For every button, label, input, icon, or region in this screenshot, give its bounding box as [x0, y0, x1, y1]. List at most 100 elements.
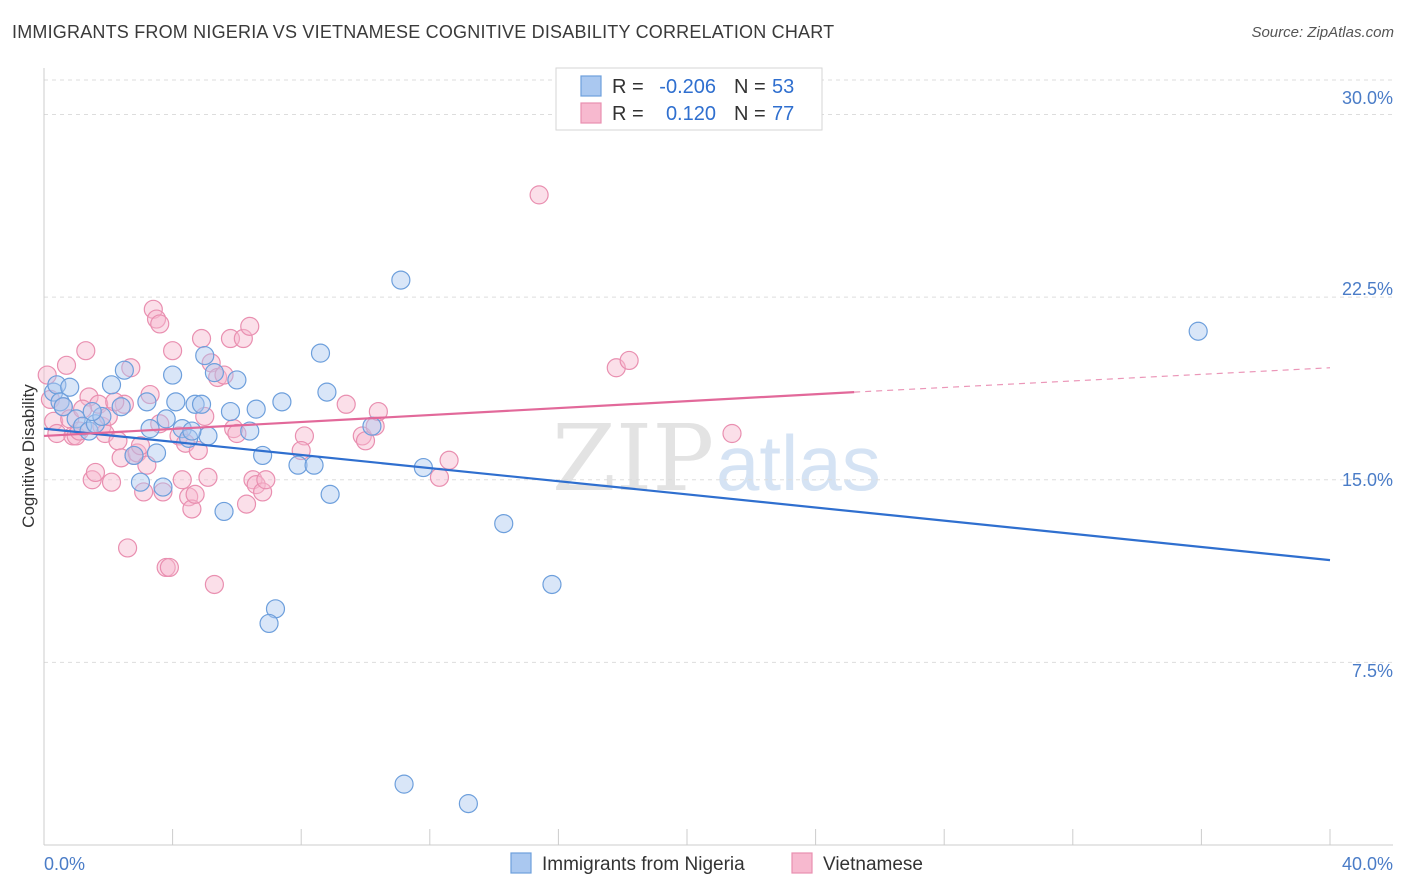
x-tick-label-40: 40.0%: [1342, 854, 1393, 874]
vietnamese-point-38: [172, 470, 192, 490]
nigeria-point-27: [204, 363, 224, 383]
vietnamese-trend-extension: [854, 367, 1331, 393]
y-axis-label: Cognitive Disability: [19, 384, 38, 528]
vietnamese-point-61: [294, 426, 315, 446]
nigeria-point-44: [494, 513, 514, 534]
legend-nigeria-swatch: [510, 852, 532, 874]
vietnamese-point-70: [529, 185, 549, 205]
vietnamese-point-46: [198, 467, 218, 487]
stats-pink-n-value: 77: [772, 103, 794, 125]
nigeria-point-5: [66, 409, 86, 429]
nigeria-point-23: [185, 394, 205, 414]
x-tick-label-0: 0.0%: [44, 854, 85, 874]
stats-pink-r-label: R =: [612, 103, 644, 125]
vietnamese-point-33: [153, 482, 173, 502]
vietnamese-point-63: [336, 394, 356, 414]
nigeria-point-4: [60, 377, 80, 397]
vietnamese-point-22: [117, 538, 138, 558]
nigeria-point-42: [391, 270, 411, 290]
vietnamese-point-36: [163, 341, 183, 361]
nigeria-point-20: [166, 392, 186, 412]
stats-box: R = -0.206 N = 53 R = 0.120 N = 77: [555, 67, 823, 131]
nigeria-point-41: [362, 416, 382, 436]
vietnamese-point-32: [150, 314, 170, 334]
vietnamese-point-58: [246, 475, 266, 495]
nigeria-point-13: [130, 472, 151, 492]
nigeria-point-35: [272, 392, 292, 412]
vietnamese-point-56: [240, 316, 260, 336]
nigeria-point-52: [182, 421, 202, 441]
vietnamese-point-5: [56, 355, 77, 375]
nigeria-point-18: [156, 409, 176, 429]
nigeria-point-30: [227, 370, 247, 390]
nigeria-point-26: [198, 426, 218, 446]
nigeria-point-40: [320, 484, 340, 504]
vietnamese-point-69: [439, 450, 459, 470]
nigeria-trend-line: [43, 427, 1331, 562]
stats-blue-r-label: R =: [612, 76, 644, 98]
vietnamese-point-59: [253, 482, 273, 502]
nigeria-point-39: [317, 382, 337, 402]
watermark-zip: ZIP: [552, 405, 714, 512]
vietnamese-point-41: [182, 499, 202, 519]
vietnamese-point-18: [101, 472, 122, 492]
vietnamese-point-68: [429, 467, 450, 487]
y-tick-label-15: 15.0%: [1342, 470, 1393, 490]
vietnamese-trend-line: [43, 391, 855, 438]
nigeria-point-3: [53, 397, 73, 417]
nigeria-point-11: [114, 360, 134, 380]
nigeria-point-50: [82, 401, 102, 422]
vietnamese-point-3: [47, 423, 67, 444]
vietnamese-point-60: [256, 470, 276, 490]
nigeria-point-47: [394, 774, 414, 794]
source-credit: Source: ZipAtlas.com: [1251, 24, 1394, 41]
nigeria-point-32: [246, 399, 266, 419]
watermark-atlas: atlas: [716, 419, 881, 507]
vietnamese-point-0: [37, 365, 57, 385]
x-ticks: [172, 829, 1331, 845]
nigeria-point-15: [140, 419, 160, 439]
nigeria-point-19: [163, 365, 183, 385]
legend: Immigrants from Nigeria Vietnamese: [510, 852, 923, 875]
stats-pink-r-value: 0.120: [666, 103, 716, 125]
stats-pink-swatch: [580, 102, 602, 124]
legend-nigeria-label: Immigrants from Nigeria: [542, 854, 745, 875]
nigeria-point-51: [111, 397, 131, 417]
y-tick-label-30: 30.0%: [1342, 88, 1393, 108]
vietnamese-point-11: [79, 387, 99, 407]
vietnamese-point-13: [85, 462, 106, 483]
gridlines: [44, 79, 1393, 663]
vietnamese-point-72: [619, 350, 639, 371]
watermark: ZIP atlas: [552, 405, 881, 512]
vietnamese-point-48: [204, 574, 224, 595]
stats-blue-n-value: 53: [772, 76, 794, 98]
nigeria-point-29: [220, 401, 241, 422]
nigeria-point-36: [288, 455, 308, 475]
nigeria-point-45: [542, 574, 562, 595]
nigeria-point-16: [146, 443, 167, 463]
legend-vietnamese-label: Vietnamese: [823, 854, 923, 875]
y-tick-label-7-5: 7.5%: [1352, 661, 1393, 681]
nigeria-point-28: [214, 501, 234, 522]
nigeria-point-12: [124, 445, 144, 466]
nigeria-point-31: [240, 421, 260, 441]
vietnamese-point-35: [159, 557, 179, 578]
nigeria-point-46: [259, 613, 279, 634]
vietnamese-point-26: [130, 436, 151, 456]
stats-pink-n-label: N =: [734, 103, 766, 125]
vietnamese-point-10: [76, 341, 96, 361]
nigeria-point-49: [1188, 321, 1208, 341]
vietnamese-point-44: [191, 328, 212, 349]
stats-blue-swatch: [580, 75, 602, 97]
vietnamese-point-73: [722, 423, 742, 444]
vietnamese-point-42: [185, 484, 205, 504]
stats-blue-r-value: -0.206: [659, 76, 716, 98]
nigeria-point-37: [304, 455, 324, 475]
nigeria-point-10: [101, 375, 122, 395]
nigeria-point-9: [92, 406, 112, 427]
nigeria-point-14: [137, 392, 157, 412]
chart-title: IMMIGRANTS FROM NIGERIA VS VIETNAMESE CO…: [12, 22, 835, 42]
nigeria-point-24: [191, 394, 212, 414]
trend-lines: [43, 367, 1331, 562]
